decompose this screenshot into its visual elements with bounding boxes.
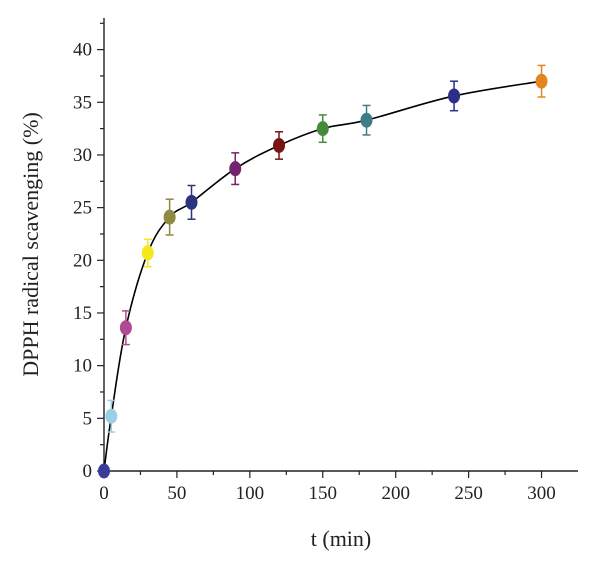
y-tick-label: 10 bbox=[73, 356, 92, 377]
y-tick-label: 25 bbox=[73, 198, 92, 219]
y-tick-label: 5 bbox=[83, 408, 93, 429]
data-point bbox=[105, 408, 118, 424]
data-point bbox=[229, 161, 242, 177]
data-point-group bbox=[316, 114, 329, 144]
data-point-group bbox=[360, 104, 373, 136]
data-point-group bbox=[163, 198, 176, 236]
fit-curve-layer bbox=[103, 80, 542, 472]
data-point-group bbox=[185, 184, 198, 220]
data-point bbox=[360, 112, 373, 128]
y-tick-label: 20 bbox=[73, 250, 92, 271]
y-tick-label: 15 bbox=[73, 303, 92, 324]
data-point-group bbox=[98, 463, 110, 479]
data-point bbox=[273, 137, 286, 153]
y-tick-label: 30 bbox=[73, 145, 92, 166]
axes bbox=[103, 18, 578, 472]
data-point-group bbox=[448, 80, 461, 112]
x-tick-label: 150 bbox=[309, 483, 338, 504]
data-point bbox=[98, 463, 110, 479]
data-point-group bbox=[535, 64, 548, 98]
data-point bbox=[119, 320, 132, 336]
x-tick-label: 300 bbox=[527, 483, 556, 504]
data-point bbox=[163, 209, 176, 225]
data-point bbox=[141, 245, 154, 261]
y-axis-title: DPPH radical scavenging (%) bbox=[18, 112, 43, 377]
x-axis-title: t (min) bbox=[311, 526, 372, 551]
data-point-group bbox=[105, 399, 118, 433]
y-tick-label: 35 bbox=[73, 92, 92, 113]
x-tick-label: 0 bbox=[99, 483, 109, 504]
data-point bbox=[448, 88, 461, 104]
x-tick-label: 50 bbox=[167, 483, 186, 504]
data-point bbox=[535, 73, 548, 89]
data-point-group bbox=[119, 310, 132, 346]
x-tick-label: 200 bbox=[381, 483, 410, 504]
data-point-group bbox=[141, 238, 154, 268]
data-point bbox=[185, 194, 198, 210]
data-point-group bbox=[273, 131, 286, 160]
data-point bbox=[316, 121, 329, 137]
data-point-group bbox=[229, 152, 242, 186]
y-tick-label: 40 bbox=[73, 40, 92, 61]
y-tick-label: 0 bbox=[83, 461, 93, 482]
ticks: 0 50 100 150 200 250 300 0 5 10 15 20 25 30 35 40 bbox=[73, 22, 556, 504]
fit-curve bbox=[103, 80, 542, 472]
data-points-layer bbox=[98, 64, 548, 479]
x-tick-label: 250 bbox=[454, 483, 483, 504]
x-tick-label: 100 bbox=[236, 483, 265, 504]
